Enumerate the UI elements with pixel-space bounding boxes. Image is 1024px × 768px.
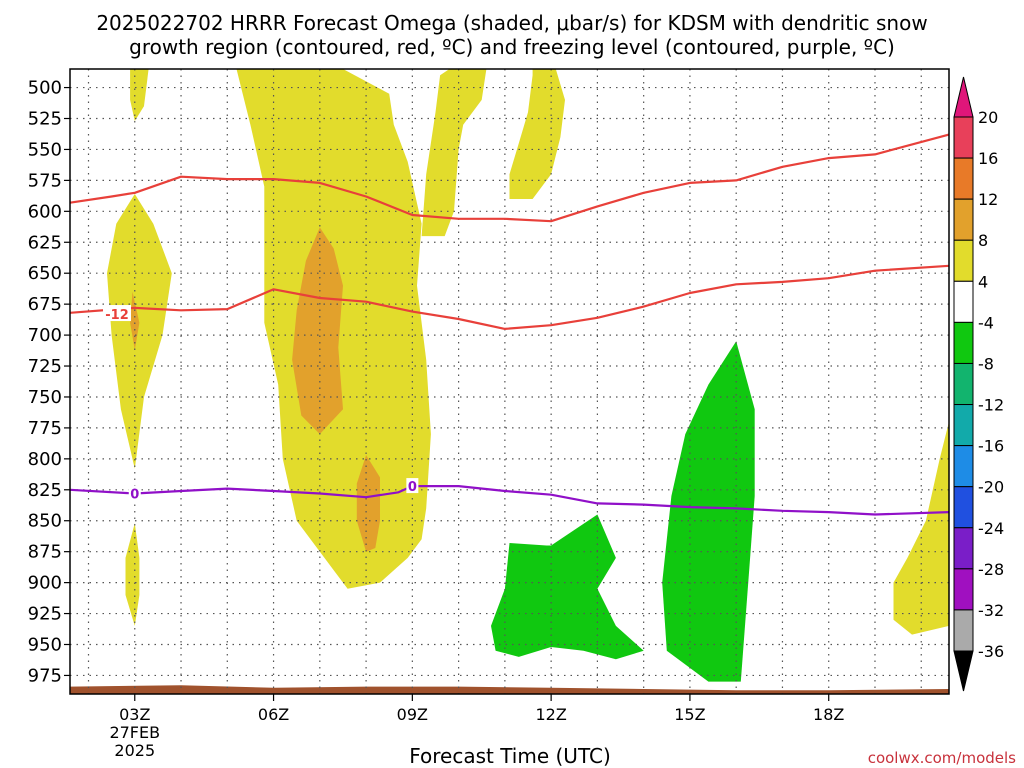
chart-title-line-1: 2025022702 HRRR Forecast Omega (shaded, … <box>96 11 927 35</box>
omega-region-4 <box>107 194 172 469</box>
colorbar-label-1: 16 <box>978 149 998 168</box>
chart-title-line-2: growth region (contoured, red, ºC) and f… <box>129 35 895 59</box>
y-axis: 500 525 550 575 600 625 650 675 700 725 750 775 800 8… <box>28 78 70 686</box>
omega-region-11 <box>491 514 644 660</box>
colorbar-swatch-6 <box>953 362 974 406</box>
y-tick-label-975: 975 <box>28 665 62 686</box>
colorbar-swatch-5 <box>953 321 974 364</box>
x-axis-label: Forecast Time (UTC) <box>409 744 611 768</box>
colorbar-label-3: 8 <box>978 231 988 250</box>
omega-region-8 <box>130 291 140 350</box>
colorbar-swatch-3 <box>953 239 974 282</box>
omega-region-6 <box>893 421 949 635</box>
contour-label-bg-0 <box>103 305 132 322</box>
colorbar-label-2: 12 <box>978 190 998 209</box>
y-tick-label-950: 950 <box>28 634 62 655</box>
contour-line-1 <box>69 133 950 223</box>
colorbar-label-12: -32 <box>978 601 1004 620</box>
colorbar-label-7: -12 <box>978 396 1004 415</box>
colorbar-swatch-10 <box>953 527 974 570</box>
y-tick-label-575: 575 <box>28 170 62 191</box>
contour-line-0 <box>69 264 950 330</box>
terrain-fill <box>70 685 949 694</box>
y-tick-label-825: 825 <box>28 480 62 501</box>
y-tick-label-900: 900 <box>28 573 62 594</box>
y-tick-label-850: 850 <box>28 511 62 532</box>
credit-text: coolwx.com/models <box>868 749 1016 767</box>
omega-region-9 <box>356 455 380 552</box>
y-tick-label-800: 800 <box>28 449 62 470</box>
y-tick-label-775: 775 <box>28 418 62 439</box>
colorbar-swatch-12 <box>953 609 974 652</box>
contour-lines: -12 0 0 <box>69 133 950 516</box>
colorbar-swatch-7 <box>953 404 974 447</box>
colorbar-swatch-1 <box>953 157 974 200</box>
y-tick-label-925: 925 <box>28 604 62 625</box>
freezing-level-label-1: 0 <box>408 480 417 495</box>
freezing-label-bg-0 <box>128 485 141 501</box>
y-tick-label-500: 500 <box>28 78 62 99</box>
colorbar-swatch-8 <box>953 445 974 488</box>
x-tick-label-09Z: 09Z <box>397 705 428 724</box>
x-tick-label-06Z: 06Z <box>258 705 289 724</box>
plot-frame <box>69 68 950 695</box>
colorbar-label-9: -20 <box>978 478 1004 497</box>
grid-lines <box>70 69 949 694</box>
colorbar-label-5: -4 <box>978 313 994 332</box>
colorbar-label-10: -24 <box>978 519 1004 538</box>
x-tick-label-18Z: 18Z <box>813 705 844 724</box>
omega-region-7 <box>292 227 343 435</box>
y-tick-label-700: 700 <box>28 325 62 346</box>
y-tick-label-875: 875 <box>28 542 62 563</box>
y-tick-label-625: 625 <box>28 232 62 253</box>
colorbar-swatch-2 <box>953 198 974 241</box>
y-tick-label-675: 675 <box>28 294 62 315</box>
colorbar: 20 16 12 8 4 -4 -8 -12 -16 -20 -24 -28 -32 -36 <box>953 76 1004 692</box>
colorbar-label-11: -28 <box>978 560 1004 579</box>
y-tick-label-750: 750 <box>28 387 62 408</box>
y-tick-label-600: 600 <box>28 201 62 222</box>
x-tick-label-03Z: 03Z <box>119 705 150 724</box>
colorbar-bottom-arrow <box>953 650 974 692</box>
y-tick-label-550: 550 <box>28 139 62 160</box>
omega-region-10 <box>662 341 755 682</box>
freezing-level-label-0: 0 <box>130 488 139 503</box>
y-tick-label-650: 650 <box>28 263 62 284</box>
x-tick-label-15Z: 15Z <box>674 705 705 724</box>
colorbar-label-6: -8 <box>978 354 994 373</box>
colorbar-top-arrow <box>953 76 974 118</box>
colorbar-swatch-4 <box>953 280 974 323</box>
colorbar-swatch-0 <box>953 116 974 159</box>
terrain-layer <box>70 685 949 694</box>
colorbar-label-8: -16 <box>978 437 1004 456</box>
y-tick-label-725: 725 <box>28 356 62 377</box>
colorbar-swatch-11 <box>953 568 974 611</box>
colorbar-label-13: -36 <box>978 642 1004 661</box>
colorbar-label-4: 4 <box>978 272 988 291</box>
colorbar-swatch-9 <box>953 486 974 529</box>
contour-line-2 <box>69 485 950 516</box>
omega-region-2 <box>421 69 487 237</box>
plot-area: -12 0 0 <box>69 68 950 695</box>
x-tick-label-12Z: 12Z <box>535 705 566 724</box>
freezing-label-bg-1 <box>406 478 419 494</box>
colorbar-label-0: 20 <box>978 108 998 127</box>
contour-label-0: -12 <box>105 308 129 323</box>
x-tick-date: 27FEB <box>109 723 160 742</box>
y-tick-label-525: 525 <box>28 109 62 130</box>
omega-region-5 <box>125 523 140 626</box>
x-tick-year: 2025 <box>114 741 155 760</box>
